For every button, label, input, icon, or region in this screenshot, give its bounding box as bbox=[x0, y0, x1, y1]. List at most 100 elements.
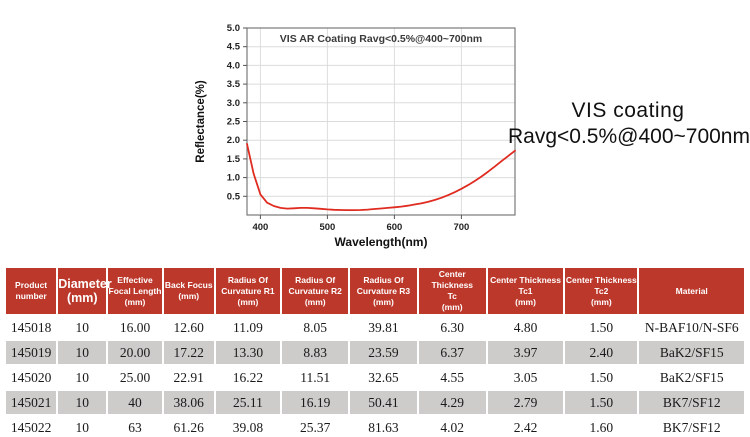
header-line: (mm) bbox=[178, 291, 200, 302]
spec-cell: 39.08 bbox=[215, 416, 281, 437]
spec-cell: 16.22 bbox=[215, 366, 281, 390]
spec-cell: 25.37 bbox=[282, 416, 349, 437]
spec-cell: 13.30 bbox=[215, 341, 281, 365]
spec-cell: 4.02 bbox=[418, 416, 486, 437]
spec-cell: N-BAF10/N-SF6 bbox=[639, 316, 744, 340]
header-line: number bbox=[15, 291, 47, 302]
header-line: Material bbox=[675, 285, 708, 296]
spec-cell: 10 bbox=[58, 366, 107, 390]
product-number-cell: 145020 bbox=[6, 366, 57, 390]
spec-cell: 1.50 bbox=[565, 391, 638, 415]
spec-cell: 6.37 bbox=[418, 341, 486, 365]
x-tick-label: 500 bbox=[319, 222, 335, 233]
spec-cell: 11.09 bbox=[215, 316, 281, 340]
table-row-145020: 145020 10 25.00 22.91 16.22 11.51 32.65 4.55 3.0… bbox=[6, 366, 744, 390]
reflectance-chart: 0.5 1.0 1.5 2.0 2.5 3.0 3.5 4.0 4.5 5.0 400 500 600 7… bbox=[195, 23, 516, 249]
spec-cell: 8.05 bbox=[282, 316, 349, 340]
chart-title: VIS AR Coating Ravg<0.5%@400~700nm bbox=[280, 33, 482, 45]
header-line: Center Thickness bbox=[565, 274, 637, 285]
spec-cell: 38.06 bbox=[163, 391, 214, 415]
header-line: Curvature R3 bbox=[356, 285, 411, 296]
y-tick-label: 3.0 bbox=[227, 98, 240, 109]
spec-cell: 3.05 bbox=[487, 366, 564, 390]
spec-cell: 16.19 bbox=[282, 391, 349, 415]
header-line: Back Focus bbox=[164, 280, 213, 291]
column-header-radius-of-curvature-r3-mm-: Radius Of Curvature R3 (mm) bbox=[350, 268, 417, 315]
header-line: Effective bbox=[117, 274, 153, 285]
x-tick-label: 600 bbox=[386, 222, 402, 233]
spec-cell: 32.65 bbox=[350, 366, 417, 390]
spec-cell: 63 bbox=[108, 416, 162, 437]
coating-label-line1: VIS coating bbox=[571, 99, 685, 122]
spec-cell: 1.60 bbox=[565, 416, 638, 437]
y-tick-label: 0.5 bbox=[227, 191, 241, 202]
spec-cell: 23.59 bbox=[350, 341, 417, 365]
y-tick-label: 4.0 bbox=[227, 60, 240, 71]
spec-cell: 2.42 bbox=[487, 416, 564, 437]
product-number-cell: 145019 bbox=[6, 341, 57, 365]
header-line: (mm) bbox=[67, 291, 98, 306]
product-number-cell: 145022 bbox=[6, 416, 57, 437]
spec-cell: 39.81 bbox=[350, 316, 417, 340]
header-line: Tc2 bbox=[594, 285, 609, 296]
header-line: (mm) bbox=[124, 296, 146, 307]
x-axis-label: Wavelength(nm) bbox=[335, 235, 428, 249]
header-line: Product bbox=[15, 280, 48, 291]
table-header-row: Product number Diameter (mm) Effective Focal … bbox=[6, 268, 744, 315]
header-line: Radius Of bbox=[295, 274, 336, 285]
spec-cell: 25.00 bbox=[108, 366, 162, 390]
column-header-center-thickness-tc2-mm-: Center Thickness Tc2 (mm) bbox=[565, 268, 638, 315]
spec-cell: 20.00 bbox=[108, 341, 162, 365]
y-tick-label: 5.0 bbox=[227, 23, 240, 34]
y-tick-label: 4.5 bbox=[227, 42, 241, 53]
y-tick-label: 3.5 bbox=[227, 79, 241, 90]
column-header-center-thickness-tc-mm-: Center Thickness Tc (mm) bbox=[418, 268, 486, 315]
spec-cell: 6.30 bbox=[418, 316, 486, 340]
header-line: Center Thickness bbox=[431, 269, 474, 291]
spec-cell: 10 bbox=[58, 416, 107, 437]
product-number-cell: 145018 bbox=[6, 316, 57, 340]
spec-cell: 3.97 bbox=[487, 341, 564, 365]
spec-cell: BK7/SF12 bbox=[639, 391, 744, 415]
header-line: Radius Of bbox=[363, 274, 404, 285]
spec-cell: BK7/SF12 bbox=[639, 416, 744, 437]
header-line: Tc bbox=[447, 291, 457, 302]
header-line: Radius Of bbox=[227, 274, 269, 285]
column-header-radius-of-curvature-r1-mm-: Radius Of Curvature R1 (mm) bbox=[215, 268, 281, 315]
table-row-145022: 145022 10 63 61.26 39.08 25.37 81.63 4.02 2.42 1.… bbox=[6, 416, 744, 437]
spec-cell: 11.51 bbox=[282, 366, 349, 390]
spec-cell: 22.91 bbox=[163, 366, 214, 390]
y-tick-label: 2.0 bbox=[227, 135, 240, 146]
spec-cell: 50.41 bbox=[350, 391, 417, 415]
spec-table: Product number Diameter (mm) Effective Focal … bbox=[4, 266, 746, 437]
header-line: Curvature R2 bbox=[288, 285, 342, 296]
spec-cell: 25.11 bbox=[215, 391, 281, 415]
spec-cell: 17.22 bbox=[163, 341, 214, 365]
reflectance-curve bbox=[246, 143, 516, 211]
header-line: Curvature R1 bbox=[221, 285, 275, 296]
spec-cell: 10 bbox=[58, 341, 107, 365]
column-header-center-thickness-tc1-mm-: Center Thickness Tc1 (mm) bbox=[487, 268, 564, 315]
spec-cell: 40 bbox=[108, 391, 162, 415]
column-header-effective-focal-length-mm-: Effective Focal Length (mm) bbox=[108, 268, 162, 315]
coating-label-line2: Ravg<0.5%@400~700nm bbox=[508, 125, 750, 148]
spec-cell: 2.40 bbox=[565, 341, 638, 365]
spec-cell: 1.50 bbox=[565, 316, 638, 340]
header-line: (mm) bbox=[373, 296, 394, 307]
column-header-radius-of-curvature-r2-mm-: Radius Of Curvature R2 (mm) bbox=[282, 268, 349, 315]
y-tick-label: 2.5 bbox=[227, 117, 241, 128]
header-line: (mm) bbox=[237, 296, 259, 307]
column-header-product-number: Product number bbox=[6, 268, 57, 315]
header-line: (mm) bbox=[441, 302, 463, 313]
spec-cell: 8.83 bbox=[282, 341, 349, 365]
column-header-material: Material bbox=[639, 268, 744, 315]
column-header-back-focus-mm-: Back Focus (mm) bbox=[163, 268, 214, 315]
spec-cell: 4.29 bbox=[418, 391, 486, 415]
spec-cell: 4.55 bbox=[418, 366, 486, 390]
spec-cell: 61.26 bbox=[163, 416, 214, 437]
spec-cell: 10 bbox=[58, 391, 107, 415]
spec-cell: 12.60 bbox=[163, 316, 214, 340]
table-row-145021: 145021 10 40 38.06 25.11 16.19 50.41 4.29 2.79 1.… bbox=[6, 391, 744, 415]
spec-cell: BaK2/SF15 bbox=[639, 341, 744, 365]
